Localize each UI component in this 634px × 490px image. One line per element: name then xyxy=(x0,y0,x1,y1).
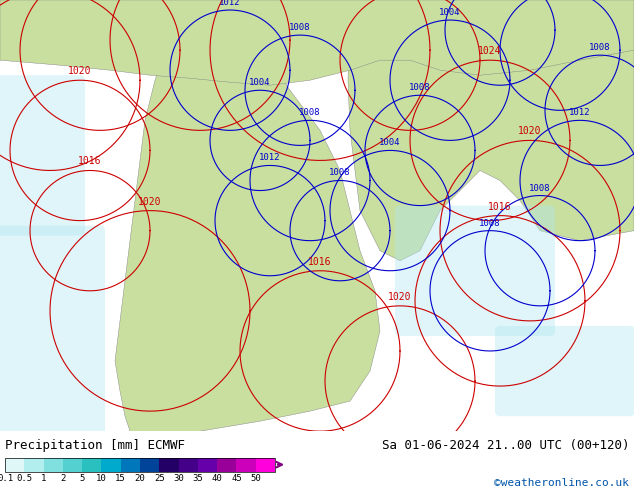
Text: Precipitation [mm] ECMWF: Precipitation [mm] ECMWF xyxy=(5,440,185,452)
Polygon shape xyxy=(0,0,634,85)
Text: 1012: 1012 xyxy=(219,0,241,7)
Text: ©weatheronline.co.uk: ©weatheronline.co.uk xyxy=(494,478,629,488)
Text: 1004: 1004 xyxy=(379,138,401,147)
Bar xyxy=(5,458,24,472)
Text: 2: 2 xyxy=(60,474,65,483)
Text: 1016: 1016 xyxy=(78,156,101,167)
Text: 0.5: 0.5 xyxy=(16,474,32,483)
Bar xyxy=(217,458,236,472)
Text: 1008: 1008 xyxy=(529,184,551,193)
Text: 30: 30 xyxy=(173,474,184,483)
Bar xyxy=(198,458,217,472)
Bar xyxy=(5,458,275,472)
Text: 45: 45 xyxy=(231,474,242,483)
Bar xyxy=(82,458,101,472)
Text: 1020: 1020 xyxy=(388,292,411,302)
Text: 40: 40 xyxy=(212,474,223,483)
Text: 1004: 1004 xyxy=(249,78,271,87)
Text: 10: 10 xyxy=(96,474,107,483)
Polygon shape xyxy=(115,0,380,431)
Bar xyxy=(159,458,179,472)
Text: 15: 15 xyxy=(115,474,126,483)
Text: 35: 35 xyxy=(193,474,204,483)
Text: 1024: 1024 xyxy=(478,46,501,56)
Text: 1008: 1008 xyxy=(289,23,311,32)
Text: 1020: 1020 xyxy=(68,66,92,76)
Text: 1016: 1016 xyxy=(488,201,512,212)
FancyBboxPatch shape xyxy=(495,326,634,416)
Text: 1008: 1008 xyxy=(589,43,611,52)
Text: 5: 5 xyxy=(79,474,85,483)
FancyBboxPatch shape xyxy=(395,206,555,336)
Text: 1008: 1008 xyxy=(479,219,501,228)
FancyBboxPatch shape xyxy=(0,225,105,436)
Bar xyxy=(256,458,275,472)
Bar xyxy=(140,458,159,472)
Bar xyxy=(24,458,44,472)
Bar xyxy=(120,458,140,472)
Text: 1016: 1016 xyxy=(308,257,332,267)
FancyBboxPatch shape xyxy=(0,75,85,236)
Text: 1004: 1004 xyxy=(439,8,461,17)
Text: 20: 20 xyxy=(134,474,145,483)
Text: 1008: 1008 xyxy=(299,108,321,117)
Bar xyxy=(179,458,198,472)
Text: 1: 1 xyxy=(41,474,46,483)
Bar xyxy=(101,458,120,472)
Text: 1012: 1012 xyxy=(259,153,281,163)
Text: 1020: 1020 xyxy=(518,126,541,136)
Text: 1012: 1012 xyxy=(569,108,591,117)
Text: 0.1: 0.1 xyxy=(0,474,13,483)
Text: 50: 50 xyxy=(250,474,261,483)
Text: 1008: 1008 xyxy=(329,169,351,177)
Bar xyxy=(63,458,82,472)
Text: 1020: 1020 xyxy=(138,196,162,207)
Text: 25: 25 xyxy=(154,474,165,483)
Polygon shape xyxy=(348,0,634,261)
Bar xyxy=(236,458,256,472)
Bar xyxy=(44,458,63,472)
Text: 1008: 1008 xyxy=(410,83,430,92)
Text: Sa 01-06-2024 21..00 UTC (00+120): Sa 01-06-2024 21..00 UTC (00+120) xyxy=(382,440,629,452)
